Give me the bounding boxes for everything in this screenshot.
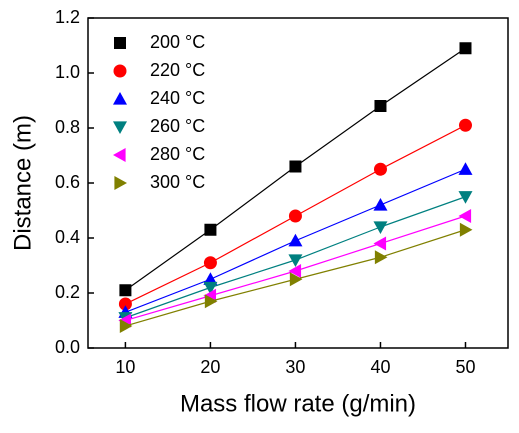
marker [459,222,473,237]
marker [458,209,472,223]
legend-label: 240 °C [150,88,205,108]
marker [289,160,302,173]
x-tick-label: 50 [455,357,475,377]
marker [204,223,217,236]
y-tick-label: 0.4 [55,227,80,247]
marker [288,254,303,267]
legend-marker [113,148,126,162]
y-tick-label: 0.0 [55,337,80,357]
marker [373,198,388,211]
marker [458,118,472,132]
legend-label: 300 °C [150,172,205,192]
x-tick-label: 30 [285,357,305,377]
marker [373,221,388,234]
x-tick-label: 20 [200,357,220,377]
marker [289,272,303,287]
marker [373,236,387,251]
y-axis-label: Distance (m) [9,115,36,251]
marker [458,191,473,204]
marker [203,256,217,270]
marker [288,209,302,223]
legend-label: 280 °C [150,144,205,164]
marker [119,284,132,297]
marker [203,272,218,285]
x-tick-label: 40 [370,357,390,377]
marker [119,319,133,333]
legend-label: 220 °C [150,60,205,80]
legend-marker [113,92,127,105]
marker [373,162,387,176]
marker [459,42,472,55]
marker [374,250,388,265]
marker [118,297,132,311]
legend-marker [114,37,126,49]
x-tick-label: 10 [115,357,135,377]
legend-label: 260 °C [150,116,205,136]
legend-marker [113,121,127,134]
marker [458,162,473,175]
marker [288,264,302,278]
legend-marker [113,64,127,78]
legend-label: 200 °C [150,32,205,52]
marker [204,294,218,309]
y-tick-label: 1.2 [55,7,80,27]
marker [288,233,303,247]
y-tick-label: 1.0 [55,62,80,82]
marker [203,281,218,295]
y-tick-label: 0.6 [55,172,80,192]
x-axis-label: Mass flow rate (g/min) [180,390,416,417]
y-tick-label: 0.8 [55,117,80,137]
legend-marker [114,176,127,190]
y-tick-label: 0.2 [55,282,80,302]
marker [374,100,387,112]
